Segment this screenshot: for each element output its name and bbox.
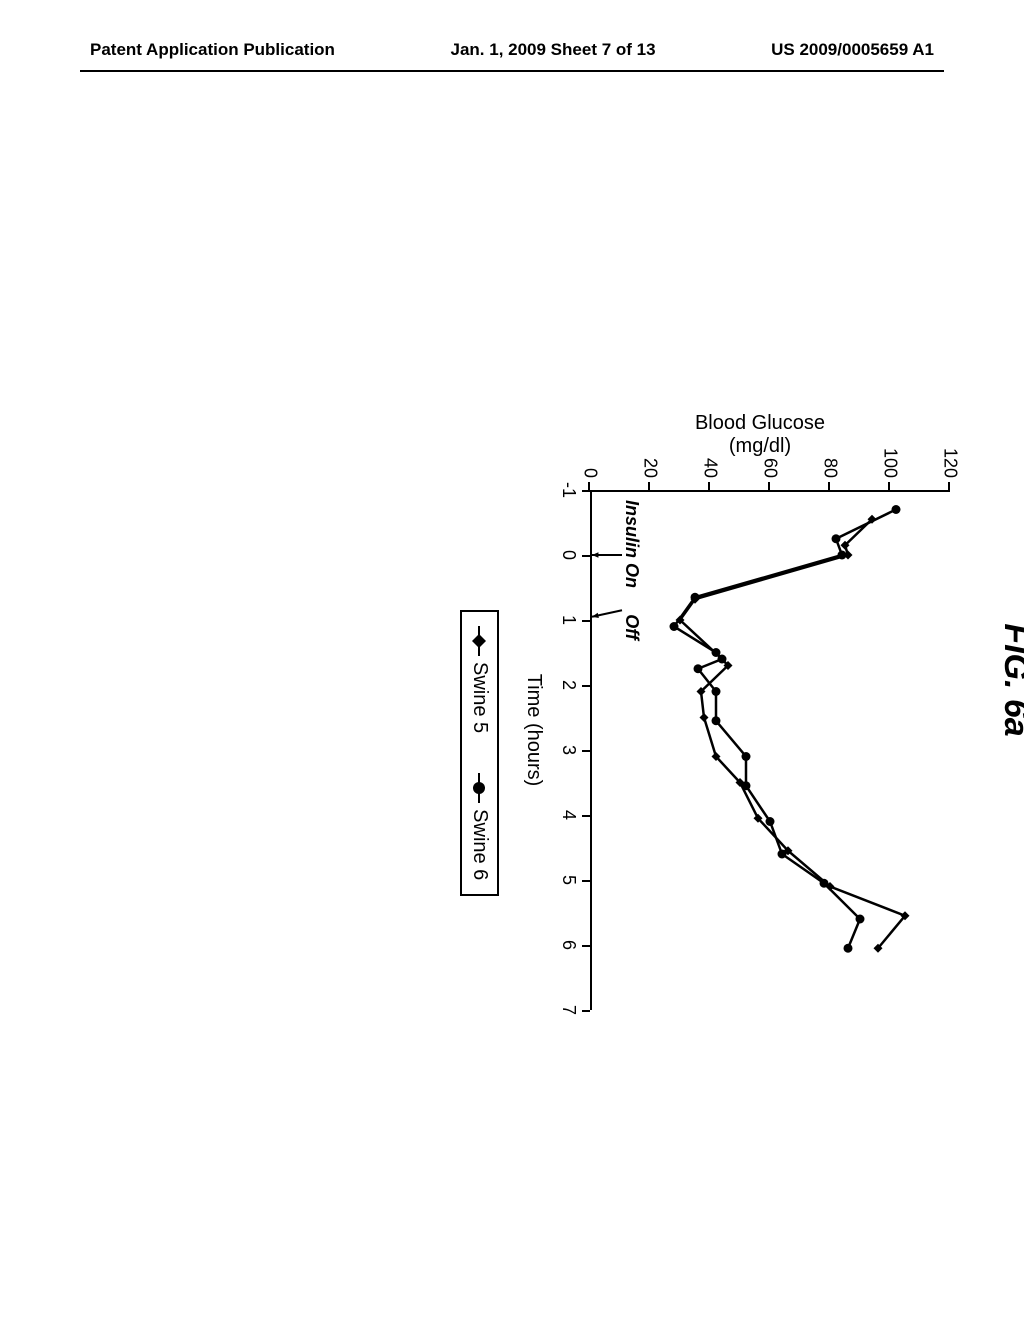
legend-item-swine6: Swine 6 [468,773,491,880]
annotation-text: Insulin On [622,500,642,588]
y-tick [708,482,710,490]
y-tick [948,482,950,490]
diamond-icon [473,634,487,648]
y-tick-label: 40 [700,440,721,478]
x-tick [582,490,590,492]
x-tick-label: 7 [558,1005,579,1015]
annotation-text: Off [622,614,642,642]
series-marker [892,505,901,514]
x-tick [582,685,590,687]
y-tick-label: 120 [940,440,961,478]
figure-title: FIG. 6a [996,623,1024,736]
series-marker [856,915,865,924]
legend-line-1 [479,626,481,656]
x-tick-label: 1 [558,615,579,625]
line-chart: Blood Glucose (mg/dl) Time (hours) 02040… [570,450,950,1010]
series-marker [694,664,703,673]
x-tick-label: -1 [558,482,579,498]
legend-item-swine5: Swine 5 [468,626,491,733]
series-marker [742,781,751,790]
x-tick [582,555,590,557]
x-tick-label: 2 [558,680,579,690]
series-marker [838,551,847,560]
series-marker [844,944,853,953]
x-tick [582,815,590,817]
series-marker [691,593,700,602]
circle-icon [473,781,487,795]
x-tick-label: 5 [558,875,579,885]
arrowhead-icon [592,552,598,557]
header-left: Patent Application Publication [90,40,335,60]
y-tick-label: 60 [760,440,781,478]
header-right: US 2009/0005659 A1 [771,40,934,60]
header-center: Jan. 1, 2009 Sheet 7 of 13 [451,40,656,60]
x-axis-label: Time (hours) [522,674,545,787]
x-tick [582,750,590,752]
y-tick-label: 20 [640,440,661,478]
series-marker [820,879,829,888]
series-marker [700,713,709,722]
series-marker [712,687,721,696]
y-tick [828,482,830,490]
x-tick [582,620,590,622]
x-tick-label: 0 [558,550,579,560]
x-tick-label: 6 [558,940,579,950]
series-line [680,519,905,948]
x-tick [582,945,590,947]
y-tick-label: 0 [580,440,601,478]
series-marker [832,534,841,543]
legend-label-1: Swine 5 [468,662,491,733]
x-tick-label: 4 [558,810,579,820]
x-tick [582,1010,590,1012]
y-tick [888,482,890,490]
series-marker [718,655,727,664]
legend-line-2 [479,773,481,803]
page-header: Patent Application Publication Jan. 1, 2… [0,40,1024,60]
series-marker [766,817,775,826]
x-tick-label: 3 [558,745,579,755]
y-tick-label: 100 [880,440,901,478]
plot-svg: Insulin On Off [590,490,950,1010]
x-tick [582,880,590,882]
y-tick [768,482,770,490]
legend-label-2: Swine 6 [468,809,491,880]
series-marker [712,716,721,725]
y-tick [648,482,650,490]
header-rule [80,70,944,72]
y-tick-label: 80 [820,440,841,478]
series-marker [670,622,679,631]
figure-6a: FIG. 6a Blood Glucose (mg/dl) Time (hour… [0,360,970,1000]
plot-area: Insulin On Off [590,490,950,1010]
legend: Swine 5 Swine 6 [460,610,499,896]
series-marker [778,850,787,859]
y-label-line1: Blood Glucose [695,412,825,434]
y-tick [588,482,590,490]
series-marker [742,752,751,761]
